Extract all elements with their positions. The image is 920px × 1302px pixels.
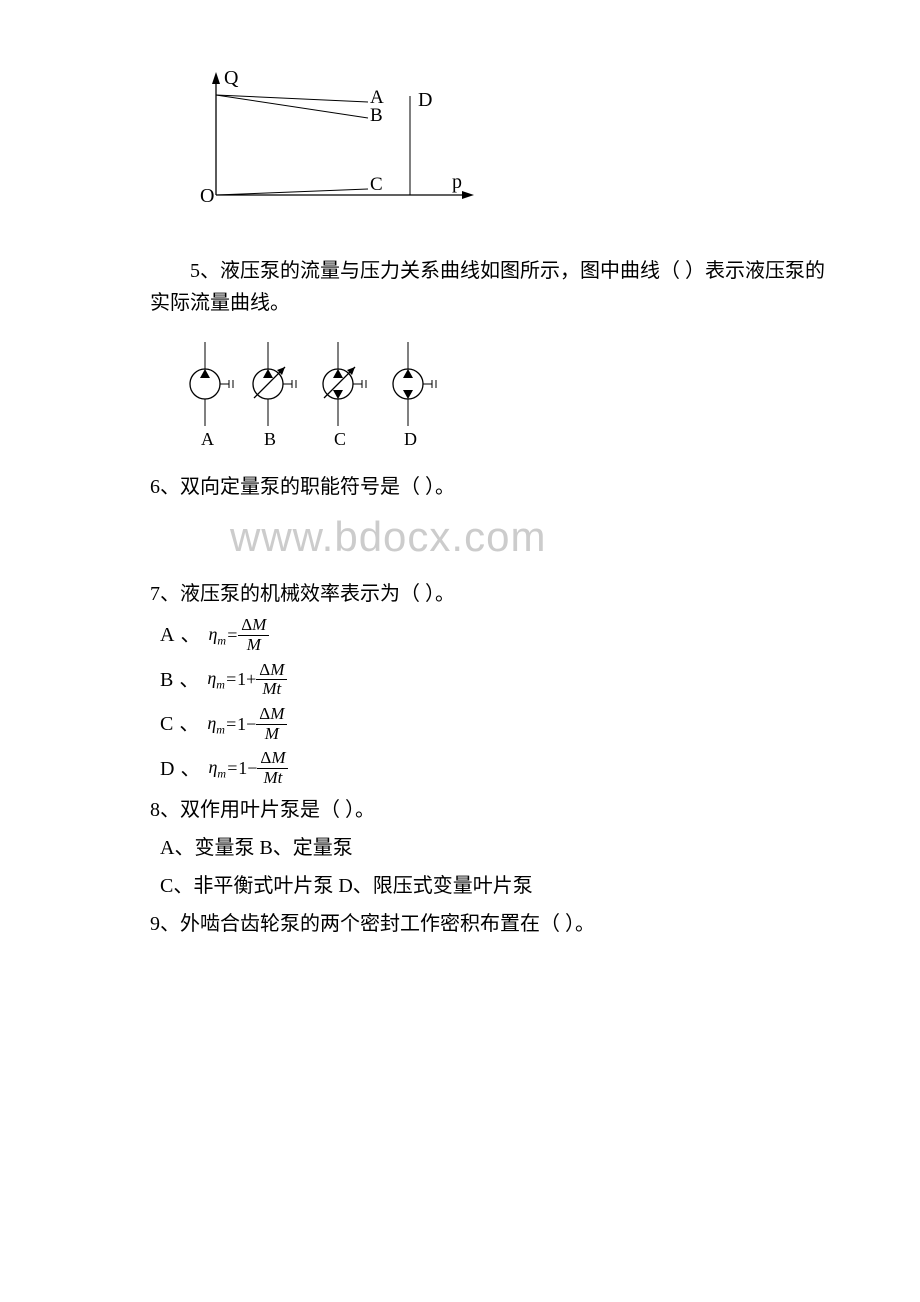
curve-b-label: B — [370, 105, 383, 126]
opt-d-eq: = — [226, 754, 238, 783]
opt-c-sep: 、 — [179, 708, 199, 740]
question-9: 9、外啮合齿轮泵的两个密封工作密积布置在（ ）。 — [150, 908, 830, 940]
y-axis-arrow — [212, 72, 220, 84]
opt-c-eq: = — [225, 710, 237, 739]
opt-b-label: B — [160, 664, 173, 696]
opt-a-eq: = — [226, 621, 238, 650]
symbol-label-c: C — [334, 429, 346, 449]
pump-symbol-a — [190, 342, 233, 426]
opt-d-sep: 、 — [180, 753, 200, 785]
opt-b-prefix: 1+ — [237, 665, 256, 694]
x-axis-arrow — [462, 191, 474, 199]
opt-b-sep: 、 — [179, 664, 199, 696]
curve-c — [216, 189, 368, 195]
opt-a-frac: ΔMM — [238, 616, 269, 654]
pump-symbols-svg: A B C D — [180, 339, 470, 449]
watermark: www.bdocx.com — [230, 503, 830, 570]
curve-c-label: C — [370, 174, 383, 195]
opt-b-eq: = — [225, 665, 237, 694]
pump-symbols: A B C D — [180, 339, 830, 459]
opt-d-label: D — [160, 753, 174, 785]
opt-c-eta: ηm — [207, 709, 225, 740]
y-axis-label: Q — [224, 70, 239, 89]
q7-option-a: A、 ηm = ΔMM — [160, 616, 830, 654]
qp-chart-svg: Q p O A B C D — [170, 70, 480, 215]
opt-b-frac: ΔMMt — [256, 661, 287, 699]
pump-symbol-b — [253, 342, 296, 426]
curve-d-label: D — [418, 89, 432, 111]
question-5: 5、液压泵的流量与压力关系曲线如图所示，图中曲线（ ）表示液压泵的实际流量曲线。 — [150, 255, 830, 319]
opt-a-label: A — [160, 619, 174, 651]
symbol-label-d: D — [404, 429, 417, 449]
symbol-label-a: A — [201, 429, 214, 449]
q8-options-1: A、变量泵 B、定量泵 — [160, 832, 830, 864]
qp-chart: Q p O A B C D — [170, 70, 830, 225]
opt-d-eta: ηm — [208, 753, 226, 784]
pump-symbol-c — [323, 342, 366, 426]
opt-a-sep: 、 — [180, 619, 200, 651]
opt-b-eta: ηm — [207, 664, 225, 695]
q7-option-c: C、 ηm = 1− ΔMM — [160, 705, 830, 743]
opt-a-eta: ηm — [208, 620, 226, 651]
question-7: 7、液压泵的机械效率表示为（ ）。 — [150, 578, 830, 610]
q7-option-d: D、 ηm = 1− ΔMMt — [160, 749, 830, 787]
opt-c-frac: ΔMM — [256, 705, 287, 743]
origin-label: O — [200, 185, 214, 207]
opt-d-frac: ΔMMt — [257, 749, 288, 787]
x-axis-label: p — [452, 171, 462, 193]
q7-option-b: B、 ηm = 1+ ΔMMt — [160, 661, 830, 699]
pump-symbol-d — [393, 342, 436, 426]
symbol-label-b: B — [264, 429, 276, 449]
q8-options-2: C、非平衡式叶片泵 D、限压式变量叶片泵 — [160, 870, 830, 902]
opt-c-prefix: 1− — [237, 710, 256, 739]
question-6: 6、双向定量泵的职能符号是（ ）。 — [150, 471, 830, 503]
opt-d-prefix: 1− — [238, 754, 257, 783]
question-8: 8、双作用叶片泵是（ ）。 — [150, 794, 830, 826]
opt-c-label: C — [160, 708, 173, 740]
